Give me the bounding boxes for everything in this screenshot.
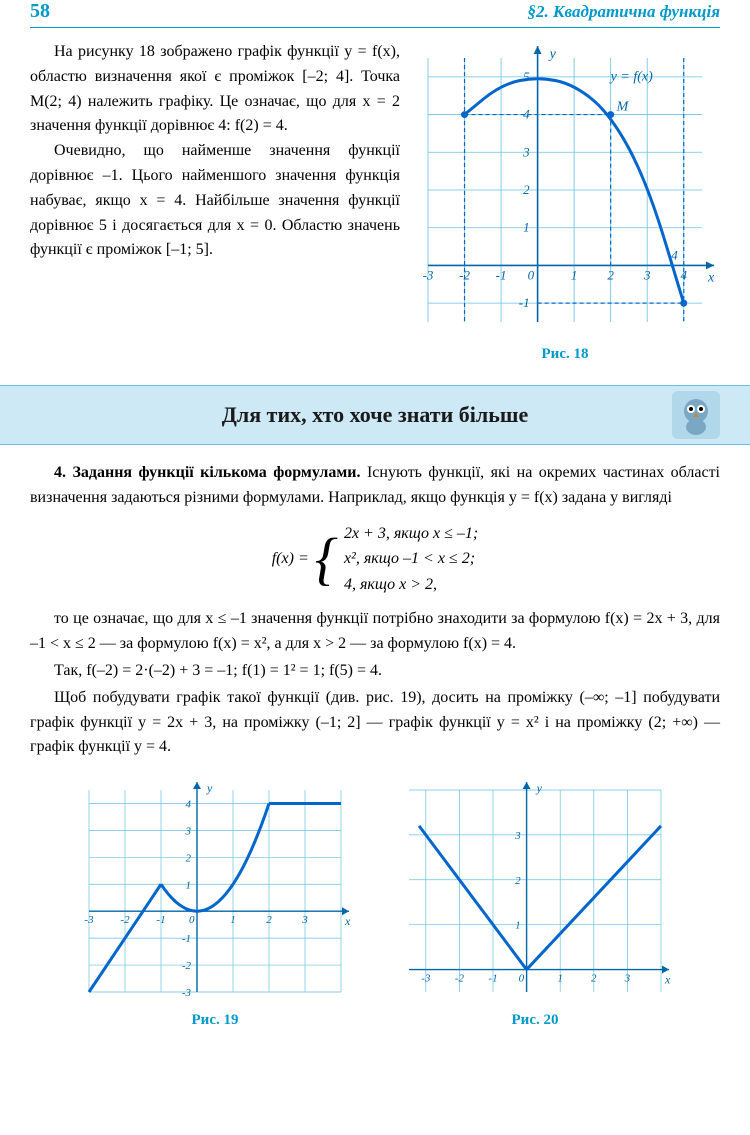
figure-19-container: -3 -2 -1 1 2 3 0 -3 -2 -1 1 2 3 4 y x Рис. 19: [75, 776, 355, 1029]
section-4-p4: Щоб побудувати графік такої функції (див…: [30, 686, 720, 760]
paragraph-2: Очевидно, що найменше значення функції д…: [30, 139, 400, 263]
section-4-p3: Так, f(–2) = 2·(–2) + 3 = –1; f(1) = 1² …: [30, 659, 720, 684]
svg-text:M: M: [616, 100, 630, 115]
figure-18-chart: -3 -2 -1 1 2 3 4 0 -1 1 2 3 4 5 y x My = f(x) 4: [410, 40, 720, 340]
svg-text:3: 3: [643, 267, 651, 282]
banner-text: Для тих, хто хоче знати більше: [222, 402, 528, 428]
svg-text:-2: -2: [182, 960, 192, 972]
figure-19-chart: -3 -2 -1 1 2 3 0 -3 -2 -1 1 2 3 4 y x: [75, 776, 355, 1006]
svg-text:1: 1: [523, 220, 530, 235]
svg-text:y = f(x): y = f(x): [609, 70, 653, 85]
svg-text:-1: -1: [156, 914, 165, 926]
svg-text:1: 1: [571, 267, 578, 282]
svg-text:-3: -3: [421, 973, 431, 985]
svg-text:-1: -1: [496, 267, 507, 282]
svg-text:1: 1: [557, 973, 563, 985]
figure-18-caption: Рис. 18: [410, 346, 720, 363]
piecewise-formula: f(x) = { 2x + 3, якщо x ≤ –1; x², якщо –…: [30, 521, 720, 598]
svg-text:x: x: [344, 914, 351, 928]
svg-text:4: 4: [523, 107, 530, 122]
svg-text:-1: -1: [488, 973, 497, 985]
page-header: 58 §2. Квадратична функція: [30, 0, 720, 28]
svg-text:2: 2: [266, 914, 272, 926]
svg-text:y: y: [206, 781, 213, 795]
svg-text:5: 5: [523, 69, 530, 84]
page-number: 58: [30, 0, 50, 23]
svg-text:3: 3: [522, 144, 530, 159]
svg-text:-3: -3: [423, 267, 434, 282]
section-4-body: 4. Задання функції кількома формулами. І…: [30, 461, 720, 760]
svg-text:4: 4: [680, 267, 687, 282]
svg-text:2: 2: [515, 875, 521, 887]
svg-text:-1: -1: [182, 933, 191, 945]
figure-18-container: -3 -2 -1 1 2 3 4 0 -1 1 2 3 4 5 y x My = f(x) 4 Рис. 18: [410, 40, 720, 363]
owl-icon: [672, 391, 720, 439]
svg-text:-3: -3: [182, 987, 192, 999]
svg-text:0: 0: [519, 973, 525, 985]
svg-text:y: y: [536, 781, 543, 795]
formula-row-2: x², якщо –1 < x ≤ 2;: [344, 546, 478, 572]
svg-text:4: 4: [671, 247, 678, 262]
svg-text:2: 2: [186, 852, 192, 864]
formula-row-3: 4, якщо x > 2,: [344, 572, 478, 598]
svg-text:3: 3: [514, 830, 521, 842]
info-banner: Для тих, хто хоче знати більше: [0, 385, 750, 445]
intro-text: На рисунку 18 зображено графік функції y…: [30, 40, 400, 363]
svg-text:0: 0: [189, 914, 195, 926]
svg-text:4: 4: [186, 799, 192, 811]
intro-block: На рисунку 18 зображено графік функції y…: [30, 40, 720, 363]
svg-text:2: 2: [591, 973, 597, 985]
svg-text:-2: -2: [120, 914, 130, 926]
svg-text:0: 0: [528, 267, 535, 282]
svg-text:1: 1: [230, 914, 236, 926]
svg-text:x: x: [664, 973, 671, 987]
svg-text:-3: -3: [84, 914, 94, 926]
svg-text:1: 1: [515, 920, 521, 932]
formula-lhs: f(x) =: [272, 546, 309, 572]
section-title: §2. Квадратична функція: [528, 2, 721, 22]
svg-text:1: 1: [186, 879, 192, 891]
section-4-p2: то це означає, що для x ≤ –1 значення фу…: [30, 607, 720, 657]
figure-20-container: -3 -2 -1 1 2 3 0 1 2 3 y x Рис. 20: [395, 776, 675, 1029]
svg-text:-1: -1: [519, 295, 530, 310]
section-4-intro: 4. Задання функції кількома формулами. І…: [30, 461, 720, 511]
figure-20-caption: Рис. 20: [395, 1012, 675, 1029]
svg-text:-2: -2: [455, 973, 465, 985]
svg-text:y: y: [548, 47, 557, 62]
svg-text:2: 2: [607, 267, 614, 282]
figure-19-caption: Рис. 19: [75, 1012, 355, 1029]
svg-text:3: 3: [624, 973, 631, 985]
paragraph-1: На рисунку 18 зображено графік функції y…: [30, 40, 400, 139]
svg-text:3: 3: [185, 826, 192, 838]
svg-text:3: 3: [301, 914, 308, 926]
svg-text:-2: -2: [459, 267, 470, 282]
section-4-title: 4. Задання функції кількома формулами.: [54, 464, 361, 481]
bottom-figures: -3 -2 -1 1 2 3 0 -3 -2 -1 1 2 3 4 y x Рис. 19 -3 -2 -1 1 2 3…: [30, 776, 720, 1029]
svg-text:2: 2: [523, 182, 530, 197]
svg-text:x: x: [707, 270, 715, 285]
figure-20-chart: -3 -2 -1 1 2 3 0 1 2 3 y x: [395, 776, 675, 1006]
formula-row-1: 2x + 3, якщо x ≤ –1;: [344, 521, 478, 547]
